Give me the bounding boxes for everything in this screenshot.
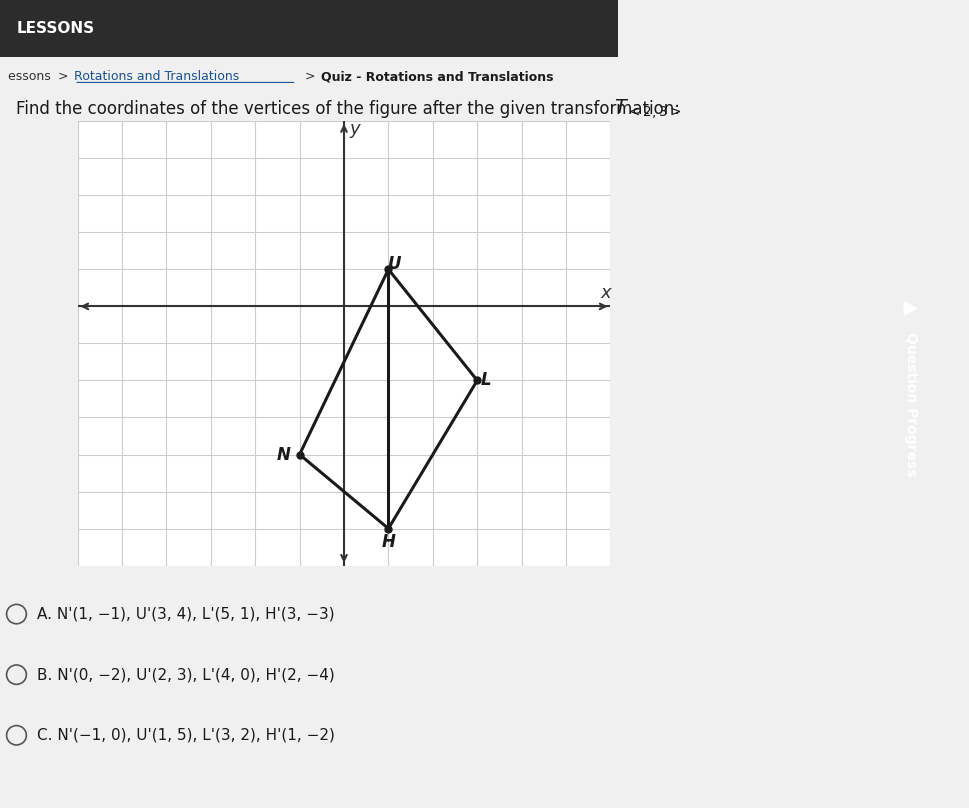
Text: >: > — [304, 70, 324, 83]
Text: $T_{<2,3>}$: $T_{<2,3>}$ — [613, 97, 681, 121]
Text: >: > — [58, 70, 77, 83]
Text: essons: essons — [8, 70, 59, 83]
Text: Quiz - Rotations and Translations: Quiz - Rotations and Translations — [321, 70, 553, 83]
Bar — [0, 0, 618, 57]
Text: U: U — [389, 255, 402, 273]
Text: H: H — [382, 532, 395, 550]
Text: L: L — [481, 372, 491, 389]
Text: Find the coordinates of the vertices of the figure after the given transformatio: Find the coordinates of the vertices of … — [16, 100, 691, 118]
Text: A. N'(1, −1), U'(3, 4), L'(5, 1), H'(3, −3): A. N'(1, −1), U'(3, 4), L'(5, 1), H'(3, … — [37, 607, 334, 621]
Text: y: y — [350, 120, 360, 137]
Text: C. N'(−1, 0), U'(1, 5), L'(3, 2), H'(1, −2): C. N'(−1, 0), U'(1, 5), L'(3, 2), H'(1, … — [37, 728, 335, 743]
Text: N: N — [277, 445, 291, 464]
Text: Question Progress: Question Progress — [904, 332, 918, 476]
Text: x: x — [601, 284, 611, 302]
Text: ▲: ▲ — [901, 300, 921, 314]
Text: LESSONS: LESSONS — [16, 21, 95, 36]
Text: B. N'(0, −2), U'(2, 3), L'(4, 0), H'(2, −4): B. N'(0, −2), U'(2, 3), L'(4, 0), H'(2, … — [37, 667, 335, 682]
Text: Rotations and Translations: Rotations and Translations — [74, 70, 239, 83]
